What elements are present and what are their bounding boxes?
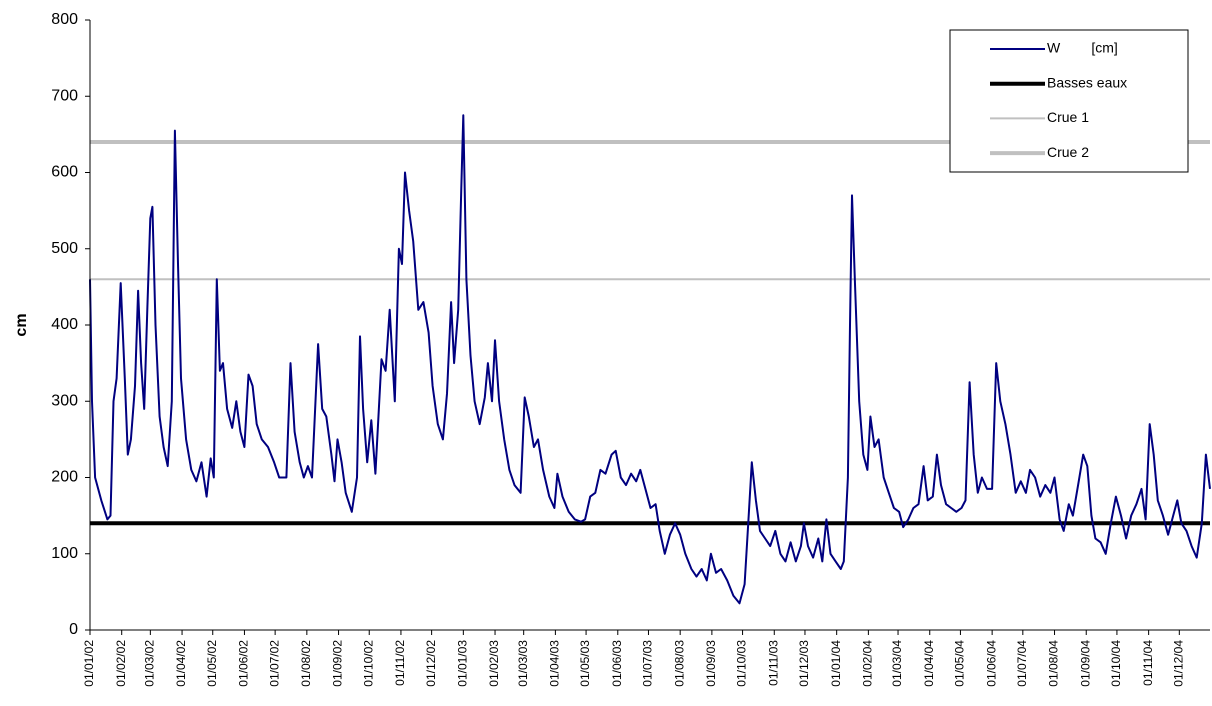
y-axis-label: cm <box>13 313 30 336</box>
x-tick-label: 01/03/02 <box>143 640 157 687</box>
x-tick-label: 01/06/04 <box>984 640 998 687</box>
legend-label: W [cm] <box>1047 40 1118 56</box>
x-tick-label: 01/12/04 <box>1171 640 1185 687</box>
y-tick-label: 700 <box>51 87 78 104</box>
x-tick-label: 01/01/04 <box>829 640 843 687</box>
y-tick-label: 0 <box>69 621 78 638</box>
x-tick-label: 01/12/03 <box>797 640 811 687</box>
y-tick-label: 500 <box>51 240 78 257</box>
x-tick-label: 01/07/02 <box>267 640 281 687</box>
x-tick-label: 01/09/02 <box>331 640 345 687</box>
x-tick-label: 01/11/02 <box>393 640 407 686</box>
x-tick-label: 01/03/03 <box>516 640 530 687</box>
x-tick-label: 01/03/04 <box>890 640 904 687</box>
y-tick-label: 600 <box>51 164 78 181</box>
x-tick-label: 01/01/03 <box>456 640 470 687</box>
x-tick-label: 01/07/04 <box>1015 640 1029 687</box>
legend-label: Crue 1 <box>1047 109 1089 125</box>
data-line <box>89 114 1211 605</box>
x-tick-label: 01/10/04 <box>1109 640 1123 687</box>
x-tick-label: 01/04/04 <box>922 640 936 687</box>
x-tick-label: 01/07/03 <box>641 640 655 687</box>
x-tick-label: 01/05/03 <box>578 640 592 687</box>
legend-label: Basses eaux <box>1047 74 1127 90</box>
x-tick-label: 01/06/02 <box>237 640 251 687</box>
x-tick-label: 01/08/04 <box>1047 640 1061 687</box>
x-tick-label: 01/02/02 <box>114 640 128 687</box>
y-tick-label: 100 <box>51 545 78 562</box>
x-tick-label: 01/01/02 <box>82 640 96 687</box>
x-tick-label: 01/09/03 <box>704 640 718 687</box>
x-tick-label: 01/05/04 <box>953 640 967 687</box>
x-tick-label: 01/09/04 <box>1078 640 1092 687</box>
y-tick-label: 400 <box>51 316 78 333</box>
x-tick-label: 01/08/03 <box>672 640 686 687</box>
x-tick-label: 01/04/02 <box>174 640 188 687</box>
x-tick-label: 01/11/03 <box>766 640 780 686</box>
legend-label: Crue 2 <box>1047 144 1089 160</box>
y-tick-label: 800 <box>51 11 78 28</box>
x-tick-label: 01/02/04 <box>861 640 875 687</box>
x-tick-label: 01/10/02 <box>361 640 375 687</box>
x-tick-label: 01/05/02 <box>205 640 219 687</box>
x-tick-label: 01/11/04 <box>1141 640 1155 686</box>
y-tick-label: 300 <box>51 392 78 409</box>
y-tick-label: 200 <box>51 469 78 486</box>
legend-box <box>949 29 1189 173</box>
x-tick-label: 01/06/03 <box>610 640 624 687</box>
x-tick-label: 01/12/02 <box>424 640 438 687</box>
x-tick-label: 01/02/03 <box>487 640 501 687</box>
x-tick-label: 01/04/03 <box>548 640 562 687</box>
x-tick-label: 01/08/02 <box>299 640 313 687</box>
x-tick-label: 01/10/03 <box>735 640 749 687</box>
